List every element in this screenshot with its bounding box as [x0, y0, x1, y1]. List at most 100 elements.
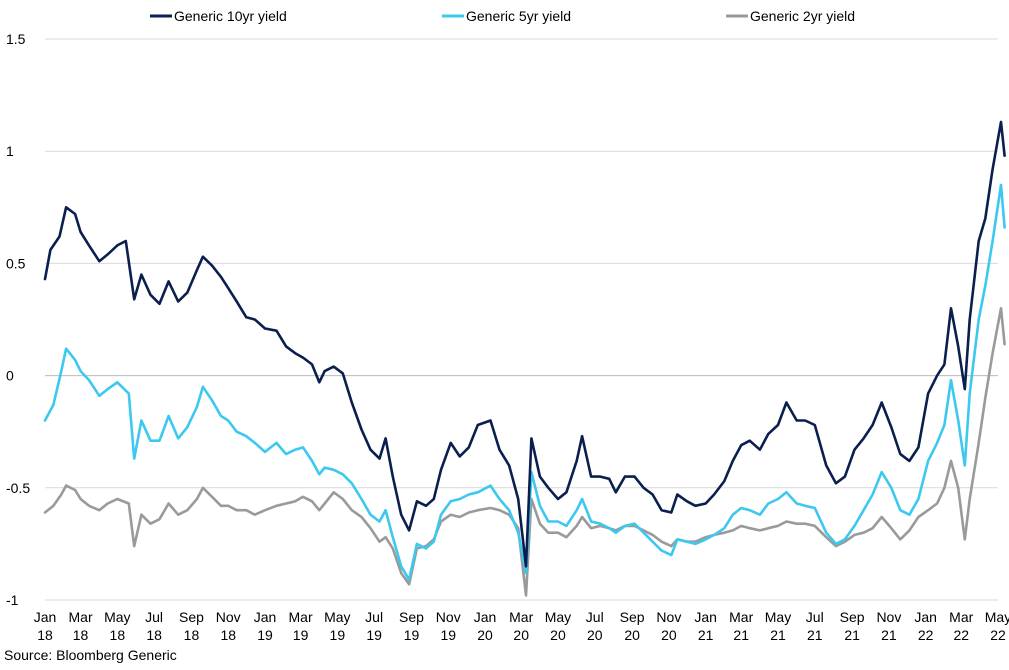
x-tick-month: Sep — [179, 609, 204, 625]
series-line-2yr — [43, 307, 1006, 597]
x-tick-year: 18 — [184, 627, 200, 643]
legend-item: Generic 2yr yield — [726, 8, 855, 24]
x-tick-month: Nov — [656, 609, 681, 625]
x-tick-year: 21 — [770, 627, 786, 643]
y-tick-label: 1 — [6, 143, 14, 159]
x-tick-month: Jul — [586, 609, 604, 625]
x-tick: Jan 21 — [694, 609, 717, 643]
x-tick: Jan 18 — [34, 609, 57, 643]
x-tick: Jul 19 — [365, 609, 383, 643]
x-tick-month: May — [985, 609, 1009, 625]
x-tick-month: Sep — [840, 609, 865, 625]
x-tick: Nov 20 — [656, 609, 681, 643]
x-tick-month: Jul — [806, 609, 824, 625]
x-tick: Mar 20 — [509, 609, 533, 643]
x-tick-month: Jan — [914, 609, 937, 625]
x-tick-year: 20 — [550, 627, 566, 643]
series-line-10yr — [43, 120, 1006, 568]
x-tick-year: 22 — [953, 627, 969, 643]
x-tick-year: 20 — [477, 627, 493, 643]
legend-label: Generic 2yr yield — [750, 8, 855, 24]
source-note: Source: Bloomberg Generic — [4, 647, 177, 663]
x-tick-year: 20 — [624, 627, 640, 643]
x-tick-month: May — [765, 609, 791, 625]
x-tick-year: 19 — [440, 627, 456, 643]
x-tick-month: Nov — [436, 609, 461, 625]
x-tick-year: 21 — [698, 627, 714, 643]
y-axis-ticks: 1.5 1 0.5 0 -0.5 -1 — [6, 31, 30, 608]
x-tick: May 21 — [765, 609, 791, 643]
x-tick: Jan 22 — [914, 609, 937, 643]
x-tick: Sep 21 — [840, 609, 865, 643]
x-tick-year: 18 — [37, 627, 53, 643]
x-tick-year: 21 — [844, 627, 860, 643]
x-tick: Mar 19 — [289, 609, 313, 643]
legend-label: Generic 5yr yield — [466, 8, 571, 24]
x-tick-month: Sep — [620, 609, 645, 625]
series-lines — [43, 120, 1006, 597]
x-tick: Jan 19 — [254, 609, 277, 643]
x-tick-year: 18 — [220, 627, 236, 643]
x-tick-month: Mar — [729, 609, 753, 625]
x-tick: Jul 18 — [145, 609, 163, 643]
x-tick: Nov 19 — [436, 609, 461, 643]
x-tick-year: 18 — [73, 627, 89, 643]
y-tick-label: 0.5 — [6, 255, 26, 271]
x-tick-year: 18 — [146, 627, 162, 643]
x-tick-month: Mar — [69, 609, 93, 625]
x-tick: Mar 22 — [949, 609, 973, 643]
x-tick: Mar 18 — [69, 609, 93, 643]
x-tick-month: Jan — [694, 609, 717, 625]
x-tick-month: May — [324, 609, 350, 625]
x-tick: Jul 20 — [586, 609, 604, 643]
x-tick-month: Mar — [949, 609, 973, 625]
x-tick: Sep 19 — [399, 609, 424, 643]
legend: Generic 10yr yield Generic 5yr yield Gener… — [150, 8, 855, 24]
legend-item: Generic 5yr yield — [442, 8, 571, 24]
x-tick-year: 20 — [513, 627, 529, 643]
y-tick-label: -0.5 — [6, 480, 30, 496]
x-tick-year: 19 — [293, 627, 309, 643]
x-tick-year: 21 — [733, 627, 749, 643]
x-tick-month: May — [545, 609, 571, 625]
x-tick: Mar 21 — [729, 609, 753, 643]
x-tick-month: May — [104, 609, 130, 625]
x-tick-month: Jan — [34, 609, 57, 625]
x-tick: Nov 18 — [216, 609, 241, 643]
y-tick-label: 0 — [6, 368, 14, 384]
x-tick-month: Nov — [876, 609, 901, 625]
x-tick: May 18 — [104, 609, 130, 643]
x-tick: May 19 — [324, 609, 350, 643]
x-tick-month: Mar — [289, 609, 313, 625]
x-tick: Sep 20 — [620, 609, 645, 643]
x-tick-month: Jan — [474, 609, 497, 625]
x-tick-year: 22 — [918, 627, 934, 643]
x-tick-year: 21 — [807, 627, 823, 643]
x-tick: Jul 21 — [806, 609, 824, 643]
x-tick-month: Jan — [254, 609, 277, 625]
x-tick-year: 19 — [404, 627, 420, 643]
x-tick: Sep 18 — [179, 609, 204, 643]
x-tick-month: Mar — [509, 609, 533, 625]
x-tick-month: Jul — [365, 609, 383, 625]
x-tick-month: Jul — [145, 609, 163, 625]
x-tick-year: 19 — [330, 627, 346, 643]
x-axis-ticks: Jan 18 Mar 18 May 18 Jul 18 Sep 18 Nov 18 Jan 19 Mar 19… — [34, 609, 1009, 643]
x-tick: Nov 21 — [876, 609, 901, 643]
x-tick-year: 19 — [257, 627, 273, 643]
x-tick-year: 19 — [366, 627, 382, 643]
series-line-5yr — [43, 183, 1006, 582]
x-tick-year: 20 — [661, 627, 677, 643]
y-tick-label: 1.5 — [6, 31, 26, 47]
y-tick-label: -1 — [6, 592, 19, 608]
x-tick-month: Sep — [399, 609, 424, 625]
x-tick-year: 20 — [587, 627, 603, 643]
x-tick: Jan 20 — [474, 609, 497, 643]
x-tick-year: 21 — [881, 627, 897, 643]
x-tick: May 22 — [985, 609, 1009, 643]
x-tick-year: 22 — [990, 627, 1006, 643]
legend-item: Generic 10yr yield — [150, 8, 287, 24]
x-tick: May 20 — [545, 609, 571, 643]
legend-label: Generic 10yr yield — [174, 8, 287, 24]
